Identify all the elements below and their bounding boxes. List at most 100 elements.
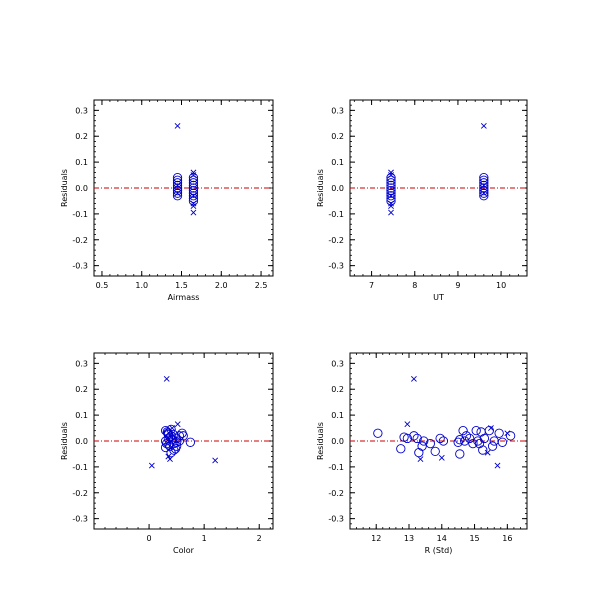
- data-point-circle: [479, 172, 489, 183]
- data-point-x: [494, 462, 501, 469]
- x-tick-label: 1.5: [175, 281, 188, 290]
- y-tick-label: -0.3: [328, 515, 344, 524]
- data-point-circle: [396, 444, 406, 454]
- y-tick-label: 0.1: [331, 158, 344, 167]
- data-point-x: [410, 375, 417, 382]
- data-point-circle: [386, 188, 396, 198]
- data-point-x: [163, 375, 170, 382]
- data-point-circle: [188, 178, 199, 188]
- y-tick-label: -0.2: [72, 236, 88, 245]
- y-tick-label: 0.3: [75, 359, 88, 368]
- data-point-circle: [412, 433, 422, 444]
- x-tick-label: 12: [371, 534, 381, 543]
- data-point-circle: [458, 425, 468, 436]
- data-point-circle: [174, 431, 185, 441]
- x-axis-label: R (Std): [425, 546, 453, 555]
- y-tick-label: -0.2: [328, 236, 344, 245]
- data-point-circle: [494, 428, 504, 438]
- data-point-circle: [172, 188, 183, 198]
- y-tick-label: -0.3: [328, 262, 344, 271]
- data-point-x: [438, 454, 445, 461]
- y-tick-label: -0.3: [72, 515, 88, 524]
- y-axis-label: Residuals: [60, 422, 69, 460]
- data-point-x: [174, 421, 181, 428]
- data-point-circle: [430, 446, 440, 457]
- data-point-circle: [188, 183, 199, 193]
- data-point-x: [480, 190, 487, 197]
- data-point-circle: [188, 180, 199, 191]
- data-point-circle: [188, 175, 199, 185]
- data-point-circle: [479, 191, 489, 201]
- y-axis-label: Residuals: [316, 422, 325, 460]
- x-tick-label: 16: [502, 534, 512, 543]
- data-point-x: [388, 203, 394, 210]
- data-point-x: [484, 449, 491, 456]
- data-point-circle: [172, 183, 183, 193]
- y-tick-label: 0.3: [331, 106, 344, 115]
- data-point-circle: [386, 183, 396, 193]
- data-point-x: [174, 122, 181, 129]
- panel-1: -0.3 -0.2 -0.1 0.0 0.1 0.2 0.3 0.5 1.0 1.5 2.0 2.5 A…: [60, 99, 274, 302]
- data-point-x: [488, 425, 494, 431]
- y-tick-label: -0.1: [328, 210, 344, 219]
- y-tick-label: 0.2: [75, 385, 88, 394]
- data-point-circle: [172, 178, 183, 188]
- y-tick-label: -0.2: [328, 489, 344, 498]
- data-point-circle: [188, 196, 199, 206]
- data-point-circle: [386, 172, 396, 183]
- data-point-x: [417, 456, 424, 463]
- data-point-circle: [471, 425, 481, 436]
- y-tick-label: -0.3: [72, 262, 88, 271]
- y-tick-label: 0.0: [331, 437, 344, 446]
- y-tick-label: 0.2: [331, 385, 344, 394]
- data-point-x: [388, 172, 394, 178]
- data-point-circle: [453, 437, 463, 447]
- data-point-x: [190, 209, 197, 216]
- x-tick-label: 7: [369, 281, 374, 290]
- x-axis-label: Airmass: [168, 293, 200, 302]
- data-point-x: [190, 169, 197, 176]
- data-point-circle: [505, 431, 516, 441]
- data-point-circle: [468, 438, 478, 449]
- data-point-circle: [425, 438, 435, 449]
- data-point-circle: [185, 437, 196, 447]
- data-point-x: [167, 456, 173, 463]
- data-point-circle: [399, 432, 409, 442]
- y-tick-label: 0.2: [75, 132, 88, 141]
- data-point-circle: [460, 436, 470, 446]
- x-tick-label: 9: [455, 281, 460, 290]
- y-tick-label: 0.0: [75, 184, 88, 193]
- data-point-x: [504, 430, 511, 437]
- data-point-x: [190, 192, 197, 199]
- y-axis-label: Residuals: [60, 169, 69, 207]
- data-point-x: [174, 190, 181, 197]
- y-tick-label: 0.1: [75, 411, 88, 420]
- data-point-circle: [479, 433, 490, 444]
- panel-2: -0.3 -0.2 -0.1 0.0 0.1 0.2 0.3 7 8 9 10 UT Residuals: [316, 99, 528, 302]
- data-point-circle: [170, 444, 181, 454]
- x-tick-label: 0: [147, 534, 152, 543]
- data-point-circle: [497, 437, 508, 447]
- data-point-circle: [172, 185, 183, 196]
- data-point-circle: [172, 191, 183, 201]
- y-tick-label: 0.3: [75, 106, 88, 115]
- data-point-circle: [188, 191, 199, 201]
- data-point-circle: [487, 441, 498, 451]
- data-point-circle: [178, 431, 188, 441]
- data-point-circle: [386, 191, 396, 201]
- data-point-circle: [168, 429, 178, 440]
- data-point-circle: [419, 436, 429, 446]
- x-axis-label: Color: [173, 546, 195, 555]
- data-point-circle: [479, 185, 489, 196]
- y-tick-label: 0.3: [331, 359, 344, 368]
- x-tick-label: 1: [202, 534, 207, 543]
- data-point-circle: [386, 178, 396, 188]
- y-tick-label: 0.1: [331, 411, 344, 420]
- x-tick-label: 2.5: [255, 281, 268, 290]
- data-point-x: [190, 203, 197, 210]
- data-point-circle: [172, 172, 183, 183]
- data-point-circle: [386, 175, 396, 185]
- data-point-x: [148, 462, 155, 469]
- data-point-circle: [188, 172, 199, 183]
